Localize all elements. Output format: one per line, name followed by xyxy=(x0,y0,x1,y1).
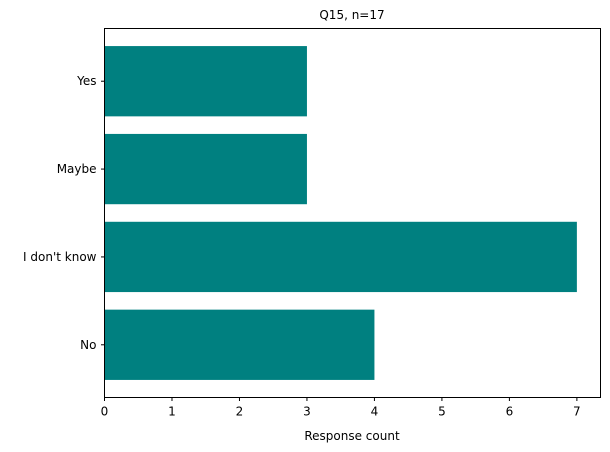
x-tick-label: 0 xyxy=(101,405,109,419)
plot-frame xyxy=(104,28,601,398)
x-tick-label: 3 xyxy=(303,405,311,419)
bars-group xyxy=(104,46,577,380)
x-tick-label: 6 xyxy=(506,405,514,419)
y-axis-ticks: No I don't know Maybe Yes xyxy=(23,74,105,352)
x-tick-label: 7 xyxy=(573,405,581,419)
x-axis-label: Response count xyxy=(304,429,400,443)
x-tick-label: 2 xyxy=(236,405,244,419)
bar xyxy=(104,221,577,293)
x-tick-label: 1 xyxy=(168,405,176,419)
bar xyxy=(104,46,307,117)
y-tick-label: No xyxy=(80,338,96,352)
x-tick-label: 4 xyxy=(371,405,379,419)
chart-title: Q15, n=17 xyxy=(319,8,384,22)
y-tick-label: I don't know xyxy=(23,250,97,264)
bar xyxy=(104,133,307,205)
y-tick-label: Maybe xyxy=(57,162,97,176)
x-tick-label: 5 xyxy=(438,405,446,419)
x-axis-ticks: 0 1 2 3 4 5 6 7 xyxy=(101,397,581,419)
bar xyxy=(104,309,375,380)
y-tick-label: Yes xyxy=(76,74,96,88)
